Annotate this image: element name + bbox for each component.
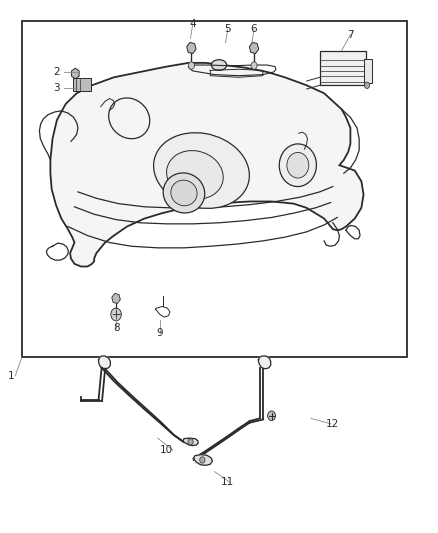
FancyBboxPatch shape [320, 51, 366, 85]
Polygon shape [183, 438, 198, 446]
Text: 2: 2 [53, 67, 60, 77]
FancyBboxPatch shape [73, 78, 91, 91]
Text: 7: 7 [347, 30, 354, 39]
Text: 6: 6 [251, 25, 258, 34]
Circle shape [188, 439, 193, 445]
Polygon shape [99, 356, 110, 369]
Ellipse shape [154, 133, 249, 208]
Circle shape [200, 457, 205, 463]
Circle shape [111, 308, 121, 321]
Text: 3: 3 [53, 83, 60, 93]
Circle shape [188, 62, 194, 69]
Text: 1: 1 [7, 371, 14, 381]
Text: 4: 4 [189, 19, 196, 29]
Text: 10: 10 [160, 446, 173, 455]
Ellipse shape [211, 60, 227, 70]
Circle shape [268, 411, 276, 421]
Circle shape [251, 62, 257, 69]
Circle shape [364, 82, 370, 88]
Text: 8: 8 [113, 323, 120, 333]
Ellipse shape [287, 152, 309, 178]
Text: 5: 5 [224, 25, 231, 34]
Polygon shape [194, 455, 212, 465]
Text: 11: 11 [221, 478, 234, 487]
FancyBboxPatch shape [364, 59, 372, 83]
Ellipse shape [279, 144, 316, 187]
Polygon shape [50, 63, 364, 266]
Ellipse shape [166, 151, 223, 199]
Polygon shape [258, 356, 271, 369]
Text: 12: 12 [326, 419, 339, 429]
Bar [22, 21, 407, 357]
Text: 9: 9 [156, 328, 163, 338]
Ellipse shape [171, 180, 197, 206]
Ellipse shape [163, 173, 205, 213]
